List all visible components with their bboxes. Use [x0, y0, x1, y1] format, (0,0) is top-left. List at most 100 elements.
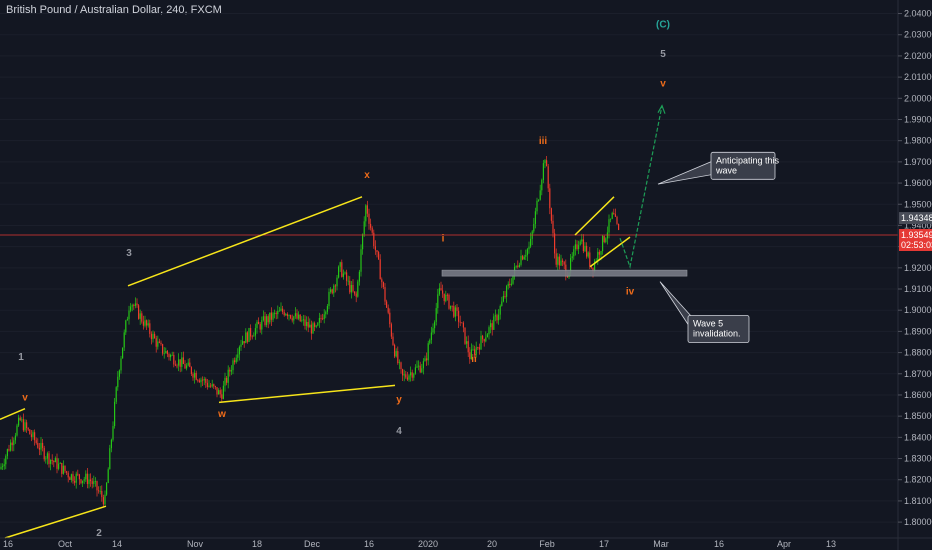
price-tick-label: 1.80000 — [904, 517, 932, 527]
candle-body — [483, 339, 485, 342]
candle-body — [3, 464, 5, 467]
candle-body — [179, 359, 181, 367]
candle-body — [237, 354, 239, 358]
candle-body — [416, 366, 418, 368]
candle-body — [456, 307, 458, 311]
candle-body — [368, 213, 370, 224]
candle-body — [552, 220, 554, 234]
projection-path — [619, 105, 663, 270]
candle-body — [264, 316, 266, 325]
candle-body — [120, 358, 122, 371]
price-tick-label: 1.97000 — [904, 157, 932, 167]
price-axis[interactable]: 1.80000 1.81000 1.82000 1.83000 1.84000 1.850… — [897, 0, 932, 550]
candle-body — [373, 232, 375, 247]
candle-body — [594, 261, 596, 272]
candle-body — [506, 286, 508, 297]
candle-body — [67, 472, 69, 478]
candle-body — [157, 341, 159, 347]
wave-label: (C) — [656, 19, 670, 30]
candle-body — [395, 351, 397, 357]
candle-body — [477, 347, 479, 349]
candle-body — [410, 372, 412, 376]
candle-body — [114, 401, 116, 427]
candle-body — [293, 316, 295, 321]
candle-body — [474, 349, 476, 355]
candle-body — [189, 362, 191, 368]
candle-body — [176, 365, 178, 367]
candle-body — [426, 358, 428, 361]
price-tick-label: 1.99000 — [904, 114, 932, 124]
price-tick-label: 1.94000 — [904, 220, 932, 230]
candle-body — [304, 319, 306, 326]
callout-text: Anticipating this — [716, 155, 780, 165]
candle-body — [219, 390, 221, 395]
candle-body — [411, 372, 413, 378]
candle-body — [6, 449, 8, 457]
time-tick-label: 18 — [252, 539, 262, 549]
candle-body — [576, 244, 578, 249]
candle-body — [478, 347, 480, 350]
price-tick-label: 2.03000 — [904, 30, 932, 40]
candle-body — [8, 449, 10, 451]
candle-body — [142, 321, 144, 326]
candle-body — [227, 369, 229, 383]
candle-body — [470, 349, 472, 360]
candle-body — [459, 321, 461, 323]
candle-body — [283, 311, 285, 316]
candle-body — [347, 280, 349, 282]
time-axis[interactable]: 16 Oct 14 Nov 18 Dec 16 2020 20 Feb 17 Mar 16 Apr 13 — [0, 537, 932, 549]
candle-body — [243, 341, 245, 344]
candle-body — [106, 483, 108, 495]
candle-body — [184, 363, 186, 369]
candle-body — [557, 256, 559, 265]
candle-body — [5, 456, 7, 465]
candle-body — [550, 208, 552, 221]
candle-body — [267, 316, 269, 323]
wave-label: 5 — [660, 49, 666, 60]
candle-body — [133, 305, 135, 306]
wave-label: iii — [539, 136, 548, 147]
candle-body — [46, 453, 48, 459]
candle-body — [358, 271, 360, 282]
candle-body — [357, 281, 359, 297]
candle-body — [389, 312, 391, 325]
candle-body — [573, 249, 575, 257]
candle-body — [93, 481, 95, 484]
candle-body — [144, 320, 146, 326]
time-tick-label: 14 — [112, 539, 122, 549]
candle-body — [336, 277, 338, 287]
candle-body — [118, 370, 120, 377]
grid — [0, 13, 898, 523]
candle-body — [443, 293, 445, 302]
time-tick-label: 16 — [364, 539, 374, 549]
candle-body — [296, 313, 298, 319]
candle-body — [421, 368, 423, 373]
candle-body — [194, 372, 196, 378]
candle-body — [160, 342, 162, 345]
candle-body — [534, 211, 536, 224]
candle-body — [603, 235, 605, 242]
candle-body — [610, 218, 612, 220]
candle-body — [384, 287, 386, 302]
candle-body — [150, 333, 152, 340]
candle-body — [533, 223, 535, 232]
chart-title: British Pound / Australian Dollar, 240, … — [6, 4, 222, 16]
candle-body — [91, 481, 93, 484]
candle-body — [418, 365, 420, 367]
candle-body — [56, 458, 58, 469]
trendline — [127, 196, 363, 287]
candle-body — [370, 223, 372, 228]
candle-body — [544, 160, 546, 164]
candle-body — [69, 477, 71, 480]
candle-body — [563, 262, 565, 265]
price-tick-label: 1.98000 — [904, 136, 932, 146]
candle-body — [331, 289, 333, 294]
candle-body — [446, 294, 448, 296]
time-tick-label: 20 — [487, 539, 497, 549]
price-tick-label: 2.01000 — [904, 72, 932, 82]
candle-body — [190, 367, 192, 374]
candle-body — [16, 425, 18, 436]
candle-body — [454, 307, 456, 317]
candle-body — [86, 473, 88, 485]
